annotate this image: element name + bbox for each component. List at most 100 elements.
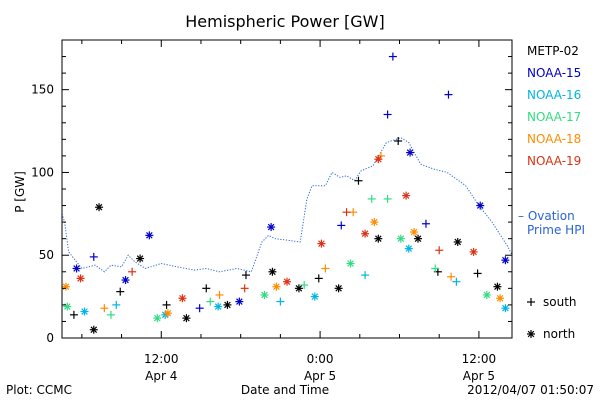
data-point-north — [272, 282, 281, 291]
data-point-north — [410, 228, 419, 237]
data-point-south — [128, 267, 137, 276]
data-point-south — [314, 274, 323, 283]
data-point-south — [69, 310, 78, 319]
marker-key-label: south — [543, 295, 577, 309]
data-point-north — [317, 239, 326, 248]
data-point-north — [267, 223, 276, 232]
data-point-north — [136, 254, 145, 263]
legend-entry: NOAA-17 — [527, 110, 581, 124]
data-point-north — [61, 282, 70, 291]
legend-ovation-line1: – Ovation — [518, 209, 575, 223]
data-point-north — [182, 314, 191, 323]
data-point-north — [63, 302, 72, 311]
y-tick-label: 100 — [31, 165, 54, 179]
data-point-south — [337, 221, 346, 230]
data-point-south — [473, 269, 482, 278]
y-tick-label: 150 — [31, 83, 54, 97]
x-tick-date: Apr 4 — [145, 369, 177, 383]
data-point-south — [383, 110, 392, 119]
plot-frame — [61, 39, 513, 339]
data-point-south — [300, 281, 309, 290]
data-point-north — [80, 307, 89, 316]
y-tick-label: 50 — [39, 248, 54, 262]
data-point-south — [162, 300, 171, 309]
data-point-south — [276, 297, 285, 306]
data-point-south — [431, 264, 440, 273]
data-point-south — [321, 264, 330, 273]
data-point-south — [206, 297, 215, 306]
data-point-north — [404, 244, 413, 253]
plot-credit: Plot: CCMC — [6, 383, 72, 397]
data-point-north — [482, 290, 491, 299]
data-point-south — [215, 290, 224, 299]
data-point-south — [116, 287, 125, 296]
legend-entry: NOAA-19 — [527, 154, 581, 168]
chart-title: Hemispheric Power [GW] — [185, 12, 384, 31]
legend-entry: NOAA-15 — [527, 66, 581, 80]
data-point-north — [89, 325, 98, 334]
marker-key-south — [527, 298, 535, 306]
data-point-north — [396, 234, 405, 243]
data-point-south — [361, 271, 370, 280]
data-point-south — [388, 52, 397, 61]
ovation-line — [61, 137, 513, 276]
data-point-north — [469, 247, 478, 256]
data-point-north — [402, 191, 411, 200]
data-point-south — [112, 300, 121, 309]
legend: METP-02 NOAA-15 NOAA-16 NOAA-17 NOAA-18 NOAA-… — [518, 44, 585, 341]
data-point-north — [163, 309, 172, 318]
data-point-south — [240, 284, 249, 293]
data-point-north — [223, 300, 232, 309]
data-point-north — [453, 237, 462, 246]
legend-entry: NOAA-16 — [527, 88, 581, 102]
data-point-north — [145, 231, 154, 240]
data-point-north — [235, 297, 244, 306]
data-point-north — [214, 302, 223, 311]
data-point-north — [334, 284, 343, 293]
data-point-south — [447, 272, 456, 281]
data-point-north — [374, 155, 383, 164]
data-point-north — [310, 292, 319, 301]
data-point-south — [367, 194, 376, 203]
data-point-south — [100, 304, 109, 313]
data-point-north — [361, 229, 370, 238]
data-point-south — [106, 310, 115, 319]
x-tick-time: 12:00 — [144, 352, 179, 366]
data-point-north — [121, 276, 130, 285]
data-point-south — [342, 208, 351, 217]
data-point-north — [72, 264, 81, 273]
scatter-points-layer — [61, 52, 510, 334]
legend-entry: METP-02 — [527, 44, 579, 58]
data-point-north — [76, 274, 85, 283]
data-point-south — [444, 90, 453, 99]
data-point-north — [496, 294, 505, 303]
y-tick-label: 0 — [46, 331, 54, 345]
y-axis-label: P [GW] — [13, 171, 27, 213]
data-point-north — [346, 259, 355, 268]
data-point-south — [202, 284, 211, 293]
data-point-south — [435, 246, 444, 255]
legend-ovation-line2: Prime HPI — [527, 223, 585, 237]
data-point-north — [283, 277, 291, 286]
ovation-series-layer — [61, 137, 513, 276]
data-point-south — [421, 219, 430, 228]
marker-key-label: north — [543, 327, 575, 341]
data-point-north — [501, 304, 510, 313]
x-tick-date: Apr 5 — [304, 369, 336, 383]
data-point-north — [268, 267, 277, 276]
x-axis-label: Date and Time — [241, 383, 329, 397]
data-point-north — [493, 282, 502, 291]
data-point-north — [476, 201, 485, 210]
timestamp: 2012/04/07 01:50:07 — [467, 383, 594, 397]
x-tick-time: 12:00 — [462, 352, 497, 366]
marker-key-north — [527, 330, 535, 338]
data-point-north — [370, 218, 379, 227]
x-tick-time: 0:00 — [307, 352, 334, 366]
data-point-south — [452, 277, 461, 286]
data-point-north — [178, 294, 187, 303]
data-point-south — [89, 252, 98, 261]
data-point-north — [374, 234, 383, 243]
data-point-south — [383, 194, 392, 203]
